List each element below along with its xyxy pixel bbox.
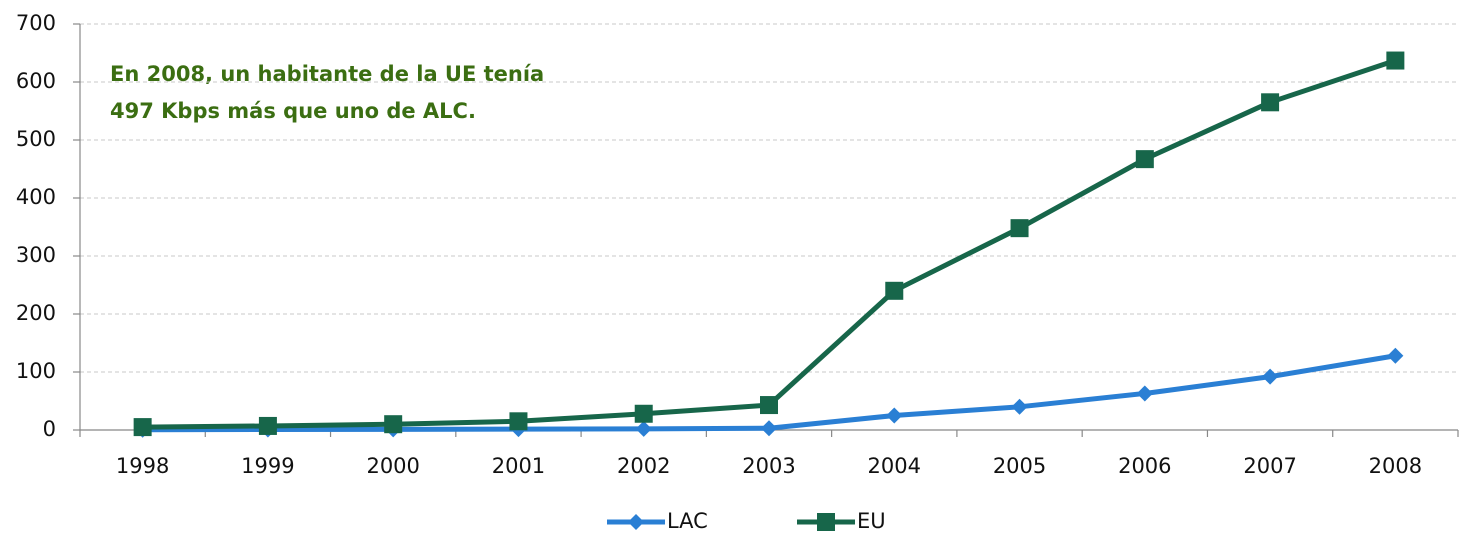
y-tick-label: 400 bbox=[16, 185, 56, 209]
x-tick-label: 2005 bbox=[993, 454, 1046, 478]
x-tick-label: 2007 bbox=[1243, 454, 1296, 478]
data-point bbox=[1136, 385, 1153, 402]
data-point bbox=[886, 407, 903, 424]
legend-label: LAC bbox=[667, 509, 708, 533]
data-point bbox=[761, 420, 777, 437]
data-point bbox=[1261, 93, 1280, 112]
legend-marker bbox=[817, 513, 835, 531]
data-point bbox=[258, 416, 277, 435]
data-point bbox=[760, 396, 778, 415]
data-point bbox=[1387, 347, 1404, 364]
data-point bbox=[1386, 51, 1405, 70]
x-tick-label: 2008 bbox=[1369, 454, 1422, 478]
y-tick-label: 600 bbox=[16, 69, 56, 93]
x-tick-label: 1998 bbox=[116, 454, 169, 478]
data-point bbox=[509, 412, 528, 431]
y-tick-label: 500 bbox=[16, 127, 56, 151]
data-point bbox=[1010, 219, 1029, 238]
data-point bbox=[1262, 368, 1279, 385]
y-tick-label: 100 bbox=[16, 359, 56, 383]
data-point bbox=[885, 281, 904, 300]
y-tick-label: 200 bbox=[16, 301, 56, 325]
x-tick-label: 2006 bbox=[1118, 454, 1171, 478]
data-point bbox=[1011, 398, 1028, 415]
x-tick-label: 2001 bbox=[492, 454, 545, 478]
x-tick-label: 2002 bbox=[617, 454, 670, 478]
data-point bbox=[635, 420, 652, 437]
y-tick-label: 0 bbox=[43, 417, 56, 441]
x-tick-label: 2003 bbox=[742, 454, 795, 478]
legend-marker bbox=[628, 514, 644, 530]
data-point bbox=[384, 415, 403, 434]
y-tick-label: 700 bbox=[16, 11, 56, 35]
series-line bbox=[142, 353, 1396, 433]
legend-label: EU bbox=[857, 509, 886, 533]
x-tick-label: 2000 bbox=[366, 454, 419, 478]
data-point bbox=[1135, 150, 1154, 169]
annotation: 497 Kbps más que uno de ALC. bbox=[110, 99, 476, 123]
x-tick-label: 2004 bbox=[868, 454, 921, 478]
x-tick-label: 1999 bbox=[241, 454, 294, 478]
data-point bbox=[634, 404, 653, 423]
data-point bbox=[133, 418, 152, 437]
y-tick-label: 300 bbox=[16, 243, 56, 267]
